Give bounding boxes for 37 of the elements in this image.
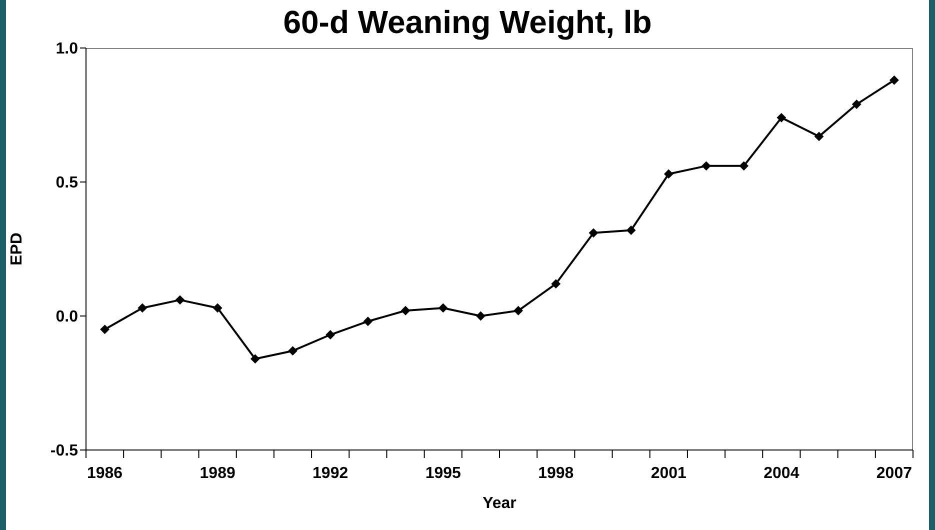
point — [363, 316, 372, 326]
point — [626, 226, 636, 235]
point — [100, 324, 110, 334]
x-axis-title: Year — [482, 495, 516, 512]
point — [213, 303, 222, 312]
y-axis-title: EPD — [8, 232, 26, 266]
point — [588, 228, 598, 238]
point — [288, 346, 298, 356]
point — [514, 306, 523, 316]
chart-title: 60-d Weaning Weight, lb — [282, 4, 653, 41]
x-tick-label: 2007 — [876, 465, 912, 482]
x-tick-label: 1992 — [312, 465, 348, 482]
x-tick-label: 1986 — [87, 465, 123, 482]
x-tick-label: 1989 — [200, 465, 236, 482]
y-tick-label: 0.5 — [56, 174, 78, 192]
y-tick-label: 0.0 — [56, 308, 78, 326]
point — [890, 76, 899, 85]
x-tick-label: 2004 — [764, 465, 800, 482]
point — [401, 306, 410, 316]
point — [326, 330, 335, 340]
point — [438, 303, 448, 312]
x-tick-label: 2001 — [650, 465, 687, 482]
y-tick-label: 1.0 — [56, 40, 78, 58]
point — [551, 279, 560, 288]
point — [776, 113, 786, 122]
x-tick-label: 1995 — [425, 465, 462, 482]
point — [739, 161, 748, 170]
point — [664, 169, 674, 178]
point — [702, 161, 711, 170]
y-tick-label: -0.5 — [50, 442, 78, 460]
point — [476, 312, 486, 320]
point — [250, 354, 260, 364]
point — [814, 132, 824, 141]
point — [852, 100, 862, 109]
x-tick-label: 1998 — [538, 465, 574, 482]
point — [138, 303, 147, 312]
point — [175, 295, 184, 304]
